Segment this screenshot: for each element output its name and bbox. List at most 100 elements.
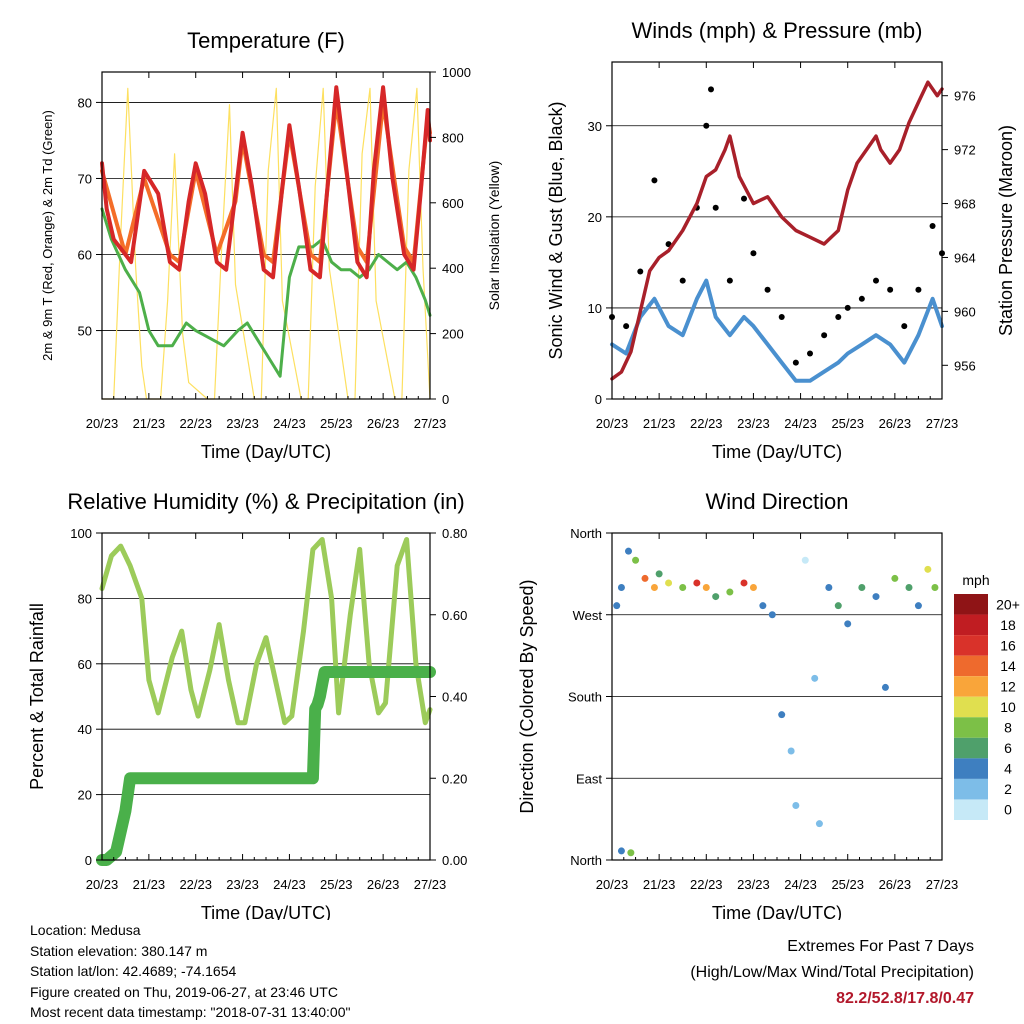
gust-point [821,332,828,339]
colorbar-swatch [954,696,988,718]
colorbar-swatch [954,655,988,677]
gust-point [915,286,922,293]
y-tick-label: North [570,853,602,868]
x-tick-label: 24/23 [273,416,306,431]
colorbar-label: 2 [1004,781,1012,797]
series-humidity-line [99,537,433,726]
y2-tick-label: 200 [442,327,464,342]
x-tick-label: 26/23 [367,877,400,892]
direction-point [872,593,880,601]
y2-tick-label: 0.60 [442,608,467,623]
x-tick-label: 24/23 [273,877,306,892]
x-tick-label: 23/23 [737,416,770,431]
colorbar-label: 18 [1000,617,1016,633]
chart-title: Wind Direction [705,489,848,514]
direction-point [844,620,852,628]
y-tick-label: South [568,690,602,705]
gust-point [929,222,936,229]
direction-point [924,565,932,573]
direction-point [759,602,767,610]
x-tick-label: 21/23 [643,877,676,892]
x-tick-label: 25/23 [320,877,353,892]
direction-point [881,683,889,691]
direction-point [613,602,621,610]
x-tick-label: 24/23 [784,877,817,892]
y2-tick-label: 960 [954,304,976,319]
y-axis-label: Sonic Wind & Gust (Blue, Black) [546,101,566,359]
direction-point [740,579,748,587]
colorbar-swatch [954,594,988,615]
x-axis-label: Time (Day/UTC) [201,442,331,462]
gust-point [807,350,813,357]
y2-tick-label: 964 [954,250,976,265]
x-tick-label: 24/23 [784,416,817,431]
y2-tick-label: 968 [954,197,976,212]
gust-point [712,204,719,211]
series-dewpoint-line [100,207,432,378]
station-info: Location: Medusa Station elevation: 380.… [30,920,350,1023]
series-pressure-line [610,80,944,381]
colorbar-swatch [954,799,988,820]
y2-tick-label: 0 [442,392,449,407]
gust-point [703,122,710,129]
direction-point [858,584,866,591]
gust-point [887,286,894,293]
colorbar-swatch [954,614,988,636]
x-tick-label: 22/23 [179,416,212,431]
colorbar-swatch [954,737,988,759]
x-axis-label: Time (Day/UTC) [201,903,331,920]
colorbar-label: 4 [1004,761,1012,777]
colorbar-label: 0 [1004,802,1012,818]
gust-point [679,277,686,284]
x-tick-label: 23/23 [737,877,770,892]
x-tick-label: 21/23 [133,416,166,431]
x-tick-label: 27/23 [414,416,447,431]
y2-tick-label: 0.80 [442,526,467,541]
y2-tick-label: 1000 [442,65,471,80]
colorbar-label: 20+ [996,596,1020,612]
gust-point [778,314,785,321]
colorbar-label: 10 [1000,699,1016,715]
x-tick-label: 25/23 [320,416,353,431]
gust-point [741,195,747,202]
y-axis-label: 2m & 9m T (Red, Orange) & 2m Td (Green) [40,110,55,361]
x-tick-label: 23/23 [226,416,259,431]
direction-point [712,593,720,601]
gust-point [835,314,842,321]
direction-point [665,579,673,587]
direction-point [801,556,809,564]
gust-point [873,277,879,284]
y-tick-label: East [576,771,602,786]
y-tick-label: 80 [78,95,92,110]
y2-axis-label: Station Pressure (Maroon) [996,125,1016,336]
y2-tick-label: 800 [442,130,464,145]
colorbar-label: 12 [1000,678,1016,694]
x-tick-label: 25/23 [831,416,864,431]
y-axis-label: Percent & Total Rainfall [27,603,47,790]
gust-point [637,268,644,275]
direction-point [891,574,899,582]
direction-point [815,820,823,828]
extremes-subtitle: (High/Low/Max Wind/Total Precipitation) [690,964,974,981]
chart-title: Temperature (F) [187,28,345,53]
direction-point [625,547,632,555]
y-tick-label: 0 [85,853,92,868]
x-tick-label: 21/23 [133,877,166,892]
x-tick-label: 27/23 [414,877,447,892]
gust-point [901,323,908,330]
y-tick-label: 30 [588,119,602,134]
y-tick-label: 80 [78,591,92,606]
y-tick-label: 10 [588,301,602,316]
y2-tick-label: 976 [954,89,976,104]
gust-point [726,277,733,284]
x-axis-label: Time (Day/UTC) [712,903,842,920]
colorbar-label: 8 [1004,720,1012,736]
y-tick-label: North [570,526,602,541]
recent-text: Most recent data timestamp: "2018-07-31 … [30,1004,351,1020]
x-tick-label: 20/23 [86,877,119,892]
gust-point [858,295,865,302]
chart-title: Winds (mph) & Pressure (mb) [632,18,923,43]
direction-point [914,602,922,610]
x-tick-label: 25/23 [831,877,864,892]
y-tick-label: 20 [78,788,92,803]
